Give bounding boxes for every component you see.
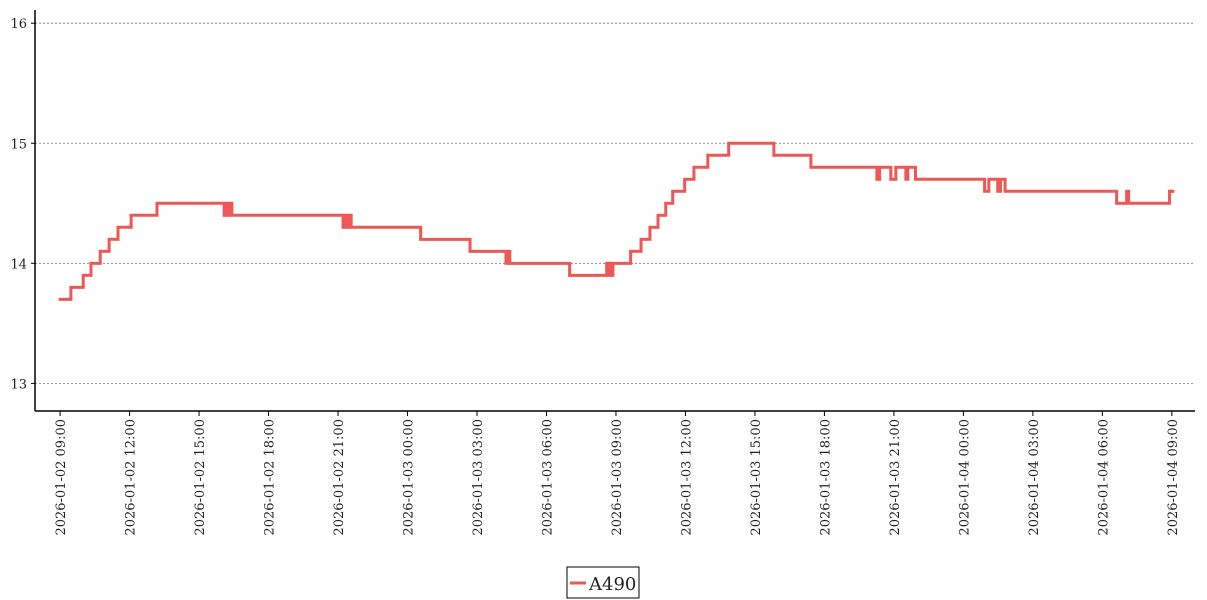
x-tick-label: 2026-01-04 06:00 — [1096, 419, 1111, 536]
x-tick-label: 2026-01-02 18:00 — [263, 419, 278, 536]
x-tick-label: 2026-01-03 09:00 — [610, 419, 625, 536]
y-tick-label: 16 — [10, 17, 27, 32]
x-tick-label: 2026-01-03 03:00 — [471, 419, 486, 536]
x-tick-label: 2026-01-03 21:00 — [888, 419, 903, 536]
x-tick-label: 2026-01-02 09:00 — [54, 419, 69, 536]
x-tick-label: 2026-01-04 00:00 — [957, 419, 972, 536]
x-tick-label: 2026-01-03 18:00 — [818, 419, 833, 536]
x-tick-label: 2026-01-02 15:00 — [193, 419, 208, 536]
x-tick-label: 2026-01-03 15:00 — [749, 419, 764, 536]
y-tick-label: 14 — [10, 257, 27, 272]
legend-label: A490 — [588, 574, 636, 595]
y-tick-label: 15 — [10, 137, 27, 152]
y-tick-label: 13 — [10, 377, 27, 392]
series-line — [58, 141, 1175, 301]
x-tick-label: 2026-01-03 06:00 — [540, 419, 555, 536]
x-tick-label: 2026-01-04 09:00 — [1166, 419, 1181, 536]
x-tick-label: 2026-01-04 03:00 — [1027, 419, 1042, 536]
legend: A490 — [566, 566, 640, 599]
x-tick-label: 2026-01-02 21:00 — [332, 419, 347, 536]
x-tick-label: 2026-01-02 12:00 — [124, 419, 139, 536]
x-tick-label: 2026-01-03 12:00 — [679, 419, 694, 536]
x-tick-label: 2026-01-03 00:00 — [402, 419, 417, 536]
